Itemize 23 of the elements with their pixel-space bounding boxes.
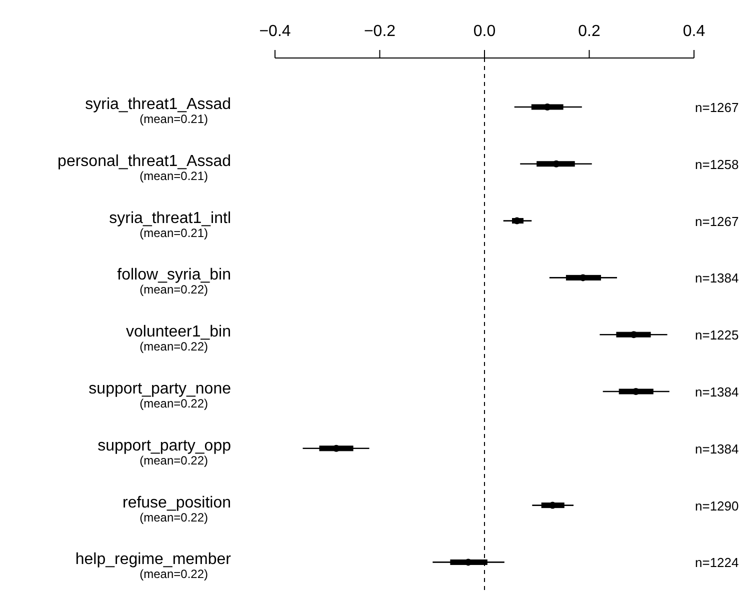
x-tick-label: −0.2 [364,23,396,40]
y-tick-label: personal_threat1_Assad (mean=0.21) [58,152,231,183]
y-tick-label: syria_threat1_Assad (mean=0.21) [85,96,231,126]
x-tick-label: 0.0 [473,23,496,40]
text: n=1224 [695,555,739,570]
y-tick-label: help_regime_member (mean=0.22) [75,551,232,582]
text: n=1290 [695,498,739,514]
text: n=1267 [695,214,739,229]
y-tick-label: volunteer1_bin (mean=0.22) [126,324,231,354]
x-tick-label: 0.4 [682,23,706,40]
y-tick-label: syria_threat1_intl (mean=0.21) [109,210,231,240]
y-tick-label: refuse_position (mean=0.22) [122,494,231,524]
text: n=1384 [695,270,739,286]
x-tick-label: 0.2 [578,23,600,40]
text: n=1384 [695,441,739,456]
y-tick-label: support_party_none (mean=0.22) [88,380,232,410]
y-tick-label: follow_syria_bin (mean=0.22) [117,266,231,297]
text: n=1258 [695,156,739,172]
text: n=1267 [695,100,739,115]
y-tick-label: support_party_opp (mean=0.22) [98,437,232,468]
text: n=1384 [695,384,739,400]
text: n=1225 [695,328,739,343]
x-tick-label: −0.4 [259,23,291,40]
